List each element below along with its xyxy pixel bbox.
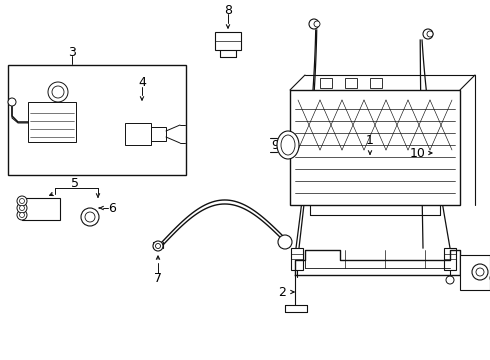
Bar [345,78,357,88]
Circle shape [427,31,433,37]
Circle shape [17,203,27,213]
Circle shape [48,82,68,102]
Circle shape [309,19,319,29]
Bar [290,90,460,205]
Text: 7: 7 [154,271,162,284]
Text: 3: 3 [68,45,76,59]
Bar [22,198,60,220]
Text: 8: 8 [224,4,232,17]
Circle shape [153,241,163,251]
Circle shape [81,208,99,226]
Circle shape [155,243,161,248]
Text: 2: 2 [278,285,286,298]
Text: 9: 9 [271,139,279,152]
Circle shape [85,212,95,222]
Circle shape [472,264,488,280]
Bar [215,32,241,50]
Bar [8,65,186,175]
Text: 6: 6 [108,202,116,215]
Ellipse shape [277,131,299,159]
Circle shape [314,21,320,27]
Circle shape [52,86,64,98]
Bar [370,78,382,88]
Circle shape [8,98,16,106]
Circle shape [476,268,484,276]
Circle shape [20,206,25,211]
Ellipse shape [281,135,295,155]
Bar [320,78,332,88]
Circle shape [423,29,433,39]
Bar [151,127,166,141]
Bar [444,248,456,270]
Text: 4: 4 [138,76,146,89]
Text: 1: 1 [366,134,374,147]
Circle shape [20,212,25,217]
Circle shape [20,198,25,203]
Bar [460,255,490,290]
Circle shape [17,196,27,206]
Text: 5: 5 [71,176,79,189]
Bar [125,123,151,145]
Circle shape [278,235,292,249]
Circle shape [17,210,27,220]
Bar [28,102,76,142]
Bar [291,248,303,270]
Text: 10: 10 [410,147,426,159]
Circle shape [446,276,454,284]
